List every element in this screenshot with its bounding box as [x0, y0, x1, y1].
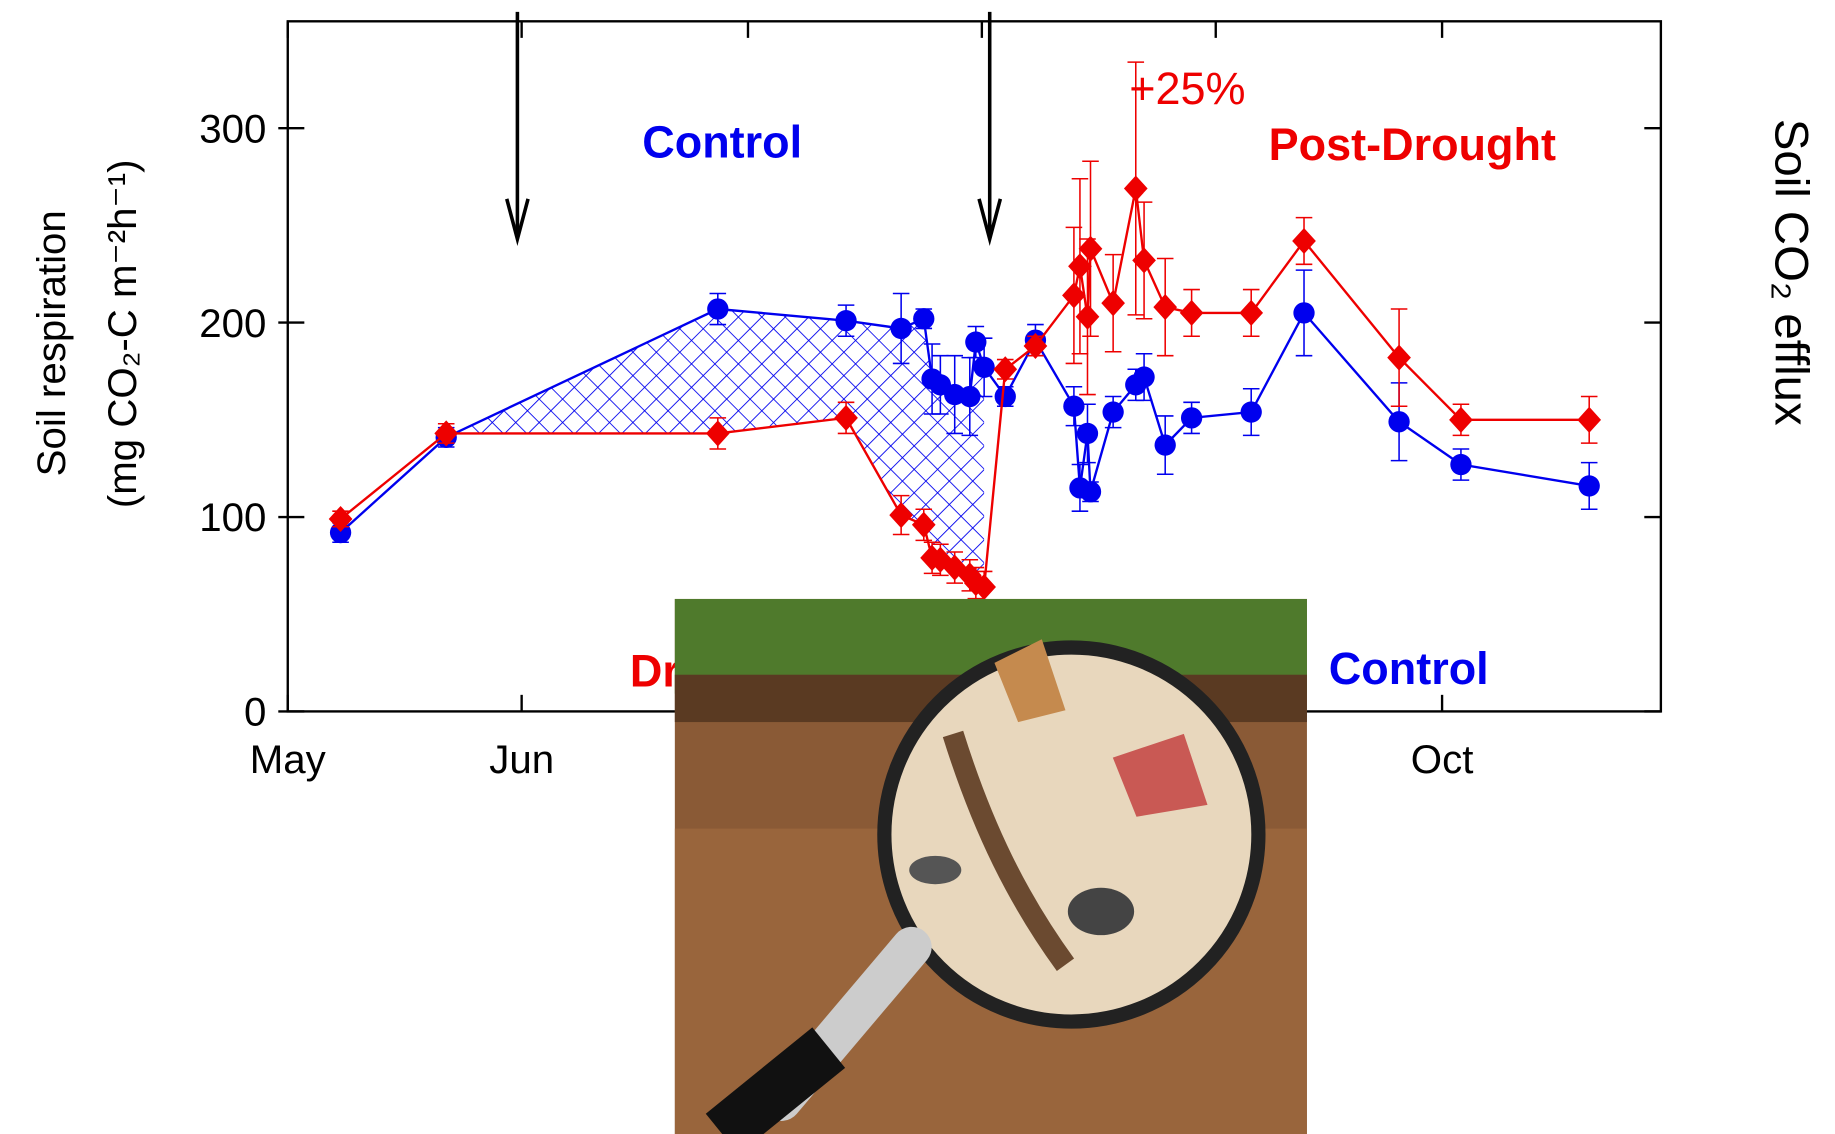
marker: [1077, 423, 1098, 444]
x-tick-label: May: [250, 737, 327, 782]
marker: [1102, 401, 1123, 422]
marker: [1101, 290, 1125, 316]
annotation: Control: [1329, 643, 1489, 694]
marker: [913, 308, 934, 329]
hatched-area: [446, 309, 984, 587]
y-tick-label: 0: [244, 690, 266, 735]
marker: [1579, 475, 1600, 496]
marker: [1133, 366, 1154, 387]
y-tick-label: 300: [199, 106, 266, 151]
inset-photo: [675, 599, 1307, 1134]
y-axis-title: Soil respiration: [29, 210, 74, 476]
marker: [1080, 481, 1101, 502]
marker: [1577, 407, 1601, 433]
x-tick-label: Oct: [1411, 737, 1474, 782]
marker: [1239, 300, 1263, 326]
marker: [1388, 411, 1409, 432]
marker: [995, 386, 1016, 407]
marker: [890, 318, 911, 339]
annotation: Post-Drought: [1269, 119, 1556, 170]
marker: [973, 357, 994, 378]
marker: [1153, 294, 1177, 320]
marker: [1293, 302, 1314, 323]
side-label: Soil CO₂ efflux: [1765, 119, 1818, 426]
y-tick-label: 100: [199, 495, 266, 540]
marker: [1155, 434, 1176, 455]
marker: [959, 386, 980, 407]
marker: [1124, 175, 1148, 201]
marker: [1450, 454, 1471, 475]
chart: MayJunJulAugSepOct0100200300 Control Pos…: [0, 0, 1835, 1134]
marker: [1181, 407, 1202, 428]
marker: [965, 331, 986, 352]
marker: [1063, 396, 1084, 417]
marker: [835, 310, 856, 331]
annotation: +25%: [1129, 63, 1245, 114]
page: MayJunJulAugSepOct0100200300 Control Pos…: [0, 0, 1835, 1134]
annotation: Control: [642, 116, 802, 167]
y-axis-title: (mg CO₂-C m⁻²h⁻¹): [100, 159, 145, 508]
marker: [707, 298, 728, 319]
y-tick-label: 200: [199, 301, 266, 346]
x-tick-label: Jun: [489, 737, 554, 782]
marker: [1180, 300, 1204, 326]
marker: [1241, 401, 1262, 422]
